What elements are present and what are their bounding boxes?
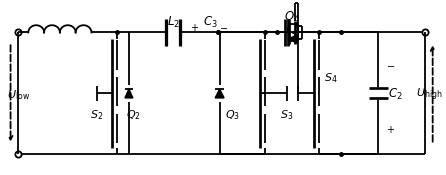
- Text: $S_2$: $S_2$: [90, 108, 103, 122]
- Text: $-$: $-$: [219, 23, 228, 32]
- Text: $Q_3$: $Q_3$: [225, 108, 240, 122]
- Text: $Q_4$: $Q_4$: [284, 10, 300, 25]
- Text: $+$: $+$: [386, 124, 395, 135]
- Text: $Q_2$: $Q_2$: [126, 108, 141, 122]
- Polygon shape: [289, 35, 297, 43]
- Text: $+$: $+$: [190, 22, 199, 33]
- Polygon shape: [215, 89, 224, 98]
- Text: $U_{\rm high}$: $U_{\rm high}$: [417, 87, 443, 103]
- Text: $S_4$: $S_4$: [324, 71, 338, 85]
- Text: $-$: $-$: [386, 61, 395, 70]
- Text: $L_2$: $L_2$: [167, 15, 180, 30]
- Text: $U_{\rm low}$: $U_{\rm low}$: [7, 88, 30, 102]
- Text: $S_3$: $S_3$: [280, 108, 293, 122]
- Polygon shape: [125, 89, 133, 98]
- Text: $C_2$: $C_2$: [388, 87, 402, 103]
- Text: $C_3$: $C_3$: [203, 15, 218, 30]
